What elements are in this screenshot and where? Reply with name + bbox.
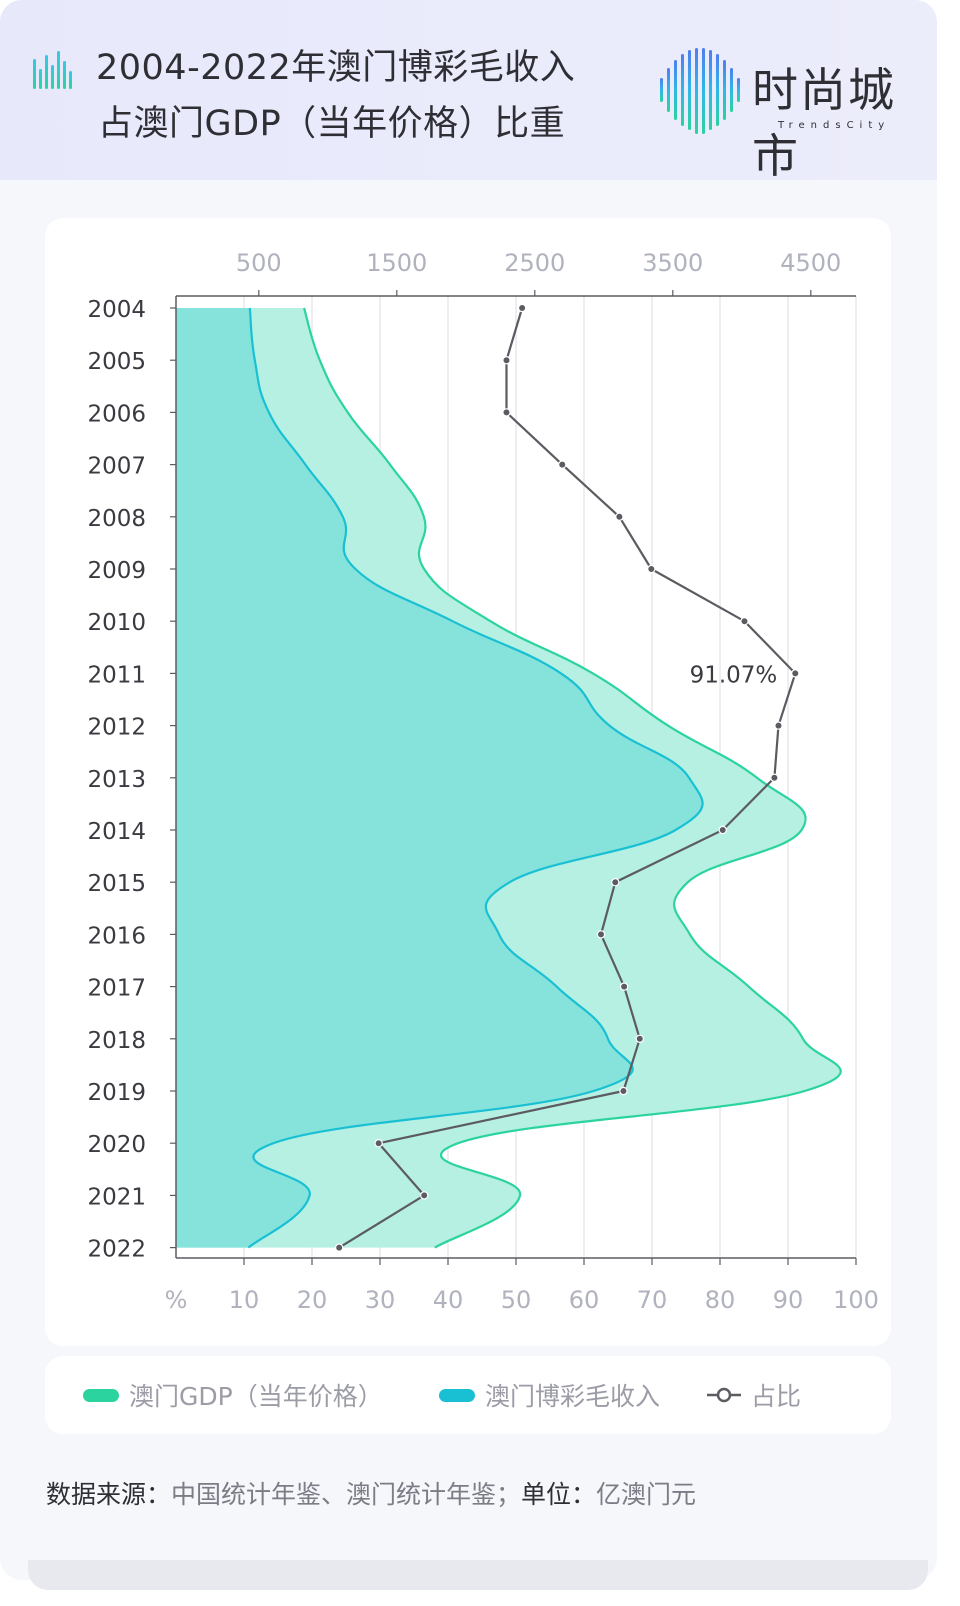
header: 2004-2022年澳门博彩毛收入 占澳门GDP（当年价格）比重: [0, 0, 937, 183]
year-label-2012: 2012: [87, 715, 146, 741]
year-label-2010: 2010: [87, 610, 146, 636]
legend-line-marker-icon: [707, 1387, 741, 1403]
year-label-2005: 2005: [87, 349, 146, 375]
year-label-2013: 2013: [87, 767, 146, 793]
logo-text: 时尚城市: [752, 63, 896, 183]
title-line-1: 2004-2022年澳门博彩毛收入: [96, 48, 576, 88]
legend: 澳门GDP（当年价格） 澳门博彩毛收入 占比: [45, 1356, 891, 1434]
logo-icon: [660, 48, 740, 134]
source-note: 数据来源：中国统计年鉴、澳门统计年鉴；单位：亿澳门元: [46, 1475, 696, 1511]
year-label-2015: 2015: [87, 871, 146, 897]
top-tick-label: 4500: [780, 249, 841, 277]
gdp-line: [303, 307, 842, 1249]
year-label-2007: 2007: [87, 454, 146, 480]
legend-item-gaming: 澳门博彩毛收入: [439, 1380, 661, 1411]
year-label-2009: 2009: [87, 558, 146, 584]
year-label-2019: 2019: [87, 1080, 146, 1106]
ratio-point-2019: [619, 1086, 628, 1096]
top-tick-label: 500: [236, 249, 282, 277]
ratio-point-2020: [374, 1138, 383, 1148]
year-label-2021: 2021: [87, 1184, 146, 1210]
ratio-point-2013: [770, 773, 779, 783]
legend-item-gdp: 澳门GDP（当年价格）: [83, 1380, 383, 1411]
bottom-tick-label: 50: [501, 1286, 532, 1314]
gaming-line: [247, 307, 704, 1249]
bottom-tick-label: 80: [705, 1286, 736, 1314]
gaming-area: [176, 308, 703, 1248]
ratio-point-2018: [635, 1034, 644, 1044]
ratio-point-2014: [718, 825, 727, 835]
bottom-tick-label: 100: [833, 1286, 879, 1314]
bottom-axis-unit: %: [165, 1286, 188, 1314]
ratio-point-2007: [558, 460, 567, 469]
ratio-point-2010: [740, 617, 749, 626]
year-label-2004: 2004: [87, 297, 146, 323]
ratio-point-2008: [615, 512, 624, 522]
top-tick-label: 2500: [504, 249, 565, 277]
ratio-point-2015: [611, 878, 620, 887]
year-label-2008: 2008: [87, 506, 146, 532]
year-label-2022: 2022: [87, 1237, 146, 1263]
legend-swatch-gaming: [439, 1388, 475, 1402]
year-label-2011: 2011: [87, 662, 146, 688]
chart-svg: 500 1500 2500 3500 4500 10 20 30 40 50 60 70 80 90 100…: [87, 249, 879, 1314]
ratio-point-2004: [517, 303, 527, 313]
bottom-tick-label: 30: [365, 1286, 396, 1314]
chart-title: 2004-2022年澳门博彩毛收入 占澳门GDP（当年价格）比重: [96, 40, 656, 152]
source-label: 数据来源：: [46, 1480, 172, 1509]
ratio-point-2012: [774, 721, 783, 730]
unit-text: 亿澳门元: [596, 1480, 697, 1509]
source-text: 中国统计年鉴、澳门统计年鉴；: [171, 1480, 522, 1509]
bar-chart-icon: [33, 51, 72, 89]
data-label-2011: 91.07%: [690, 662, 778, 688]
bottom-tick-label: 90: [773, 1286, 804, 1314]
unit-label: 单位：: [521, 1480, 597, 1509]
year-label-2014: 2014: [87, 819, 146, 845]
ratio-point-2016: [596, 930, 606, 939]
ratio-point-2005: [502, 356, 511, 365]
year-label-2006: 2006: [87, 401, 146, 427]
bottom-tick-label: 10: [229, 1286, 260, 1314]
bottom-tick-label: 70: [637, 1286, 668, 1314]
year-label-2020: 2020: [87, 1132, 146, 1158]
ratio-point-2006: [502, 408, 511, 417]
ratio-point-2017: [619, 982, 629, 991]
year-label-2016: 2016: [87, 923, 146, 949]
legend-item-ratio: 占比: [707, 1380, 802, 1411]
top-tick-label: 1500: [366, 249, 427, 277]
legend-label-gdp: 澳门GDP（当年价格）: [129, 1382, 383, 1411]
bottom-tick-label: 60: [569, 1286, 600, 1314]
chart-card: 2004-2022年澳门博彩毛收入 占澳门GDP（当年价格）比重: [0, 0, 937, 1511]
legend-label-ratio: 占比: [751, 1382, 802, 1411]
ratio-point-2022: [335, 1243, 344, 1252]
legend-swatch-gdp: [83, 1388, 119, 1402]
ratio-point-2009: [647, 564, 656, 574]
year-label-2018: 2018: [87, 1028, 146, 1054]
card-shadow: [28, 1560, 928, 1590]
legend-label-gaming: 澳门博彩毛收入: [485, 1382, 661, 1411]
title-line-2: 占澳门GDP（当年价格）比重: [98, 104, 566, 144]
year-label-2017: 2017: [87, 976, 146, 1002]
logo-subtext: TrendsCity: [778, 120, 891, 131]
ratio-point-2011: [791, 669, 800, 678]
bottom-tick-label: 40: [433, 1286, 464, 1314]
top-tick-label: 3500: [642, 249, 703, 277]
ratio-point-2021: [420, 1191, 429, 1200]
bottom-tick-label: 20: [297, 1286, 328, 1314]
